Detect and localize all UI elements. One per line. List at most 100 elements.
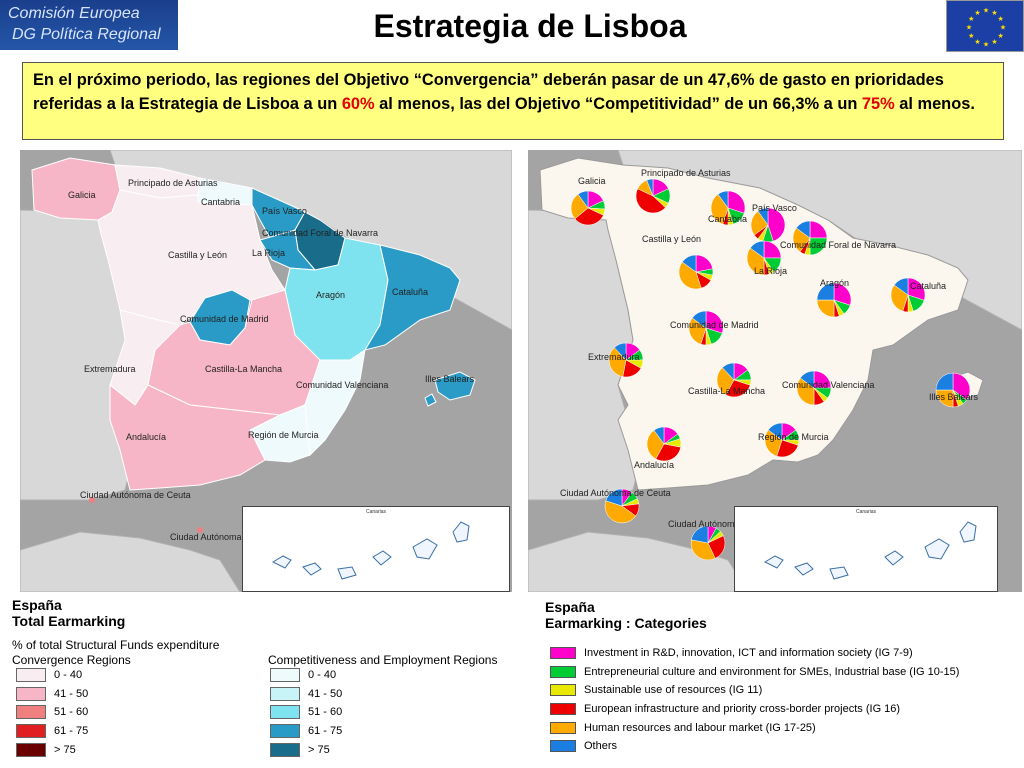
legend-item: 41 - 50 <box>16 685 88 704</box>
region-melilla-dot[interactable] <box>197 527 203 533</box>
legend-swatch <box>16 686 46 701</box>
pie-slice-rd <box>952 372 971 401</box>
category-swatch <box>550 703 576 716</box>
pie-slice-human <box>604 500 637 524</box>
eu-star-icon: ★ <box>968 15 974 23</box>
pie-slice-others <box>691 525 709 544</box>
region-pie[interactable] <box>750 207 786 243</box>
legend-item: 41 - 50 <box>270 685 342 704</box>
eu-star-icon: ★ <box>1000 24 1006 32</box>
pie-slice-others <box>767 422 783 441</box>
pie-slice-human <box>710 193 729 225</box>
category-swatch <box>550 665 576 678</box>
region-pie[interactable] <box>604 488 640 524</box>
category-swatch <box>550 684 576 697</box>
legend-left-title: España Total Earmarking <box>12 597 126 629</box>
canarias-islands-right <box>763 521 977 580</box>
legend-range-label: 0 - 40 <box>308 669 337 682</box>
pie-slice-human <box>690 539 716 561</box>
eu-star-icon: ★ <box>983 41 989 49</box>
eu-star-icon: ★ <box>983 7 989 15</box>
region-castilla-leon[interactable] <box>97 189 286 326</box>
pie-label: La Rioja <box>754 266 787 276</box>
category-item-human: Human resources and labour market (IG 17… <box>550 718 959 737</box>
legend-range-label: 41 - 50 <box>308 687 343 700</box>
eu-star-icon: ★ <box>998 32 1004 40</box>
region-pie[interactable] <box>678 254 714 290</box>
category-label: Investment in R&D, innovation, ICT and i… <box>584 647 913 660</box>
eu-star-icon: ★ <box>974 9 980 17</box>
category-label: European infrastructure and priority cro… <box>584 703 901 716</box>
pie-slice-human <box>646 429 665 460</box>
region-pie[interactable] <box>764 422 800 458</box>
pie-slice-others <box>749 240 765 259</box>
legend-item: 61 - 75 <box>270 722 342 741</box>
eu-star-icon: ★ <box>966 24 972 32</box>
legend-left-subtitle: % of total Structural Funds expenditure <box>12 638 220 652</box>
region-pie[interactable] <box>796 370 832 406</box>
region-pie[interactable] <box>688 310 724 346</box>
pie-slice-others <box>681 254 697 273</box>
pie-slice-human <box>890 284 909 312</box>
region-galicia[interactable] <box>31 157 121 221</box>
pie-label: Aragón <box>820 278 849 288</box>
region-pie[interactable] <box>646 426 682 462</box>
legend-swatch <box>270 742 300 757</box>
region-pie[interactable] <box>890 277 926 313</box>
pie-label: Illes Balears <box>929 392 979 402</box>
pie-slice-human <box>608 347 627 377</box>
legend-item: > 75 <box>16 740 88 759</box>
legend-swatch <box>16 724 46 739</box>
region-pie[interactable] <box>792 220 828 256</box>
region-andalucia[interactable] <box>109 383 282 491</box>
region-pie[interactable] <box>690 525 726 561</box>
legend-range-label: > 75 <box>308 743 330 756</box>
canarias-inset-label: Canarias <box>365 509 386 515</box>
category-item-others: Others <box>550 737 959 756</box>
legend-range-label: 51 - 60 <box>54 706 89 719</box>
region-pie[interactable] <box>746 240 782 276</box>
pie-slice-others <box>757 207 769 226</box>
category-swatch <box>550 740 576 753</box>
region-pie[interactable] <box>935 372 971 408</box>
pie-label: Región de Murcia <box>758 432 829 442</box>
region-ceuta-dot[interactable] <box>89 497 95 503</box>
note-box: En el próximo periodo, las regiones del … <box>22 62 1004 140</box>
region-pie[interactable] <box>570 190 606 226</box>
pie-slice-others <box>646 178 654 197</box>
label-madrid: Comunidad de Madrid <box>180 314 269 324</box>
region-pie[interactable] <box>635 178 671 214</box>
region-pie[interactable] <box>816 282 852 318</box>
pie-label: Comunidad de Madrid <box>670 320 759 330</box>
pie-slice-rd <box>705 310 724 334</box>
label-cantabria: Cantabria <box>201 197 240 207</box>
pie-label: Comunidad Valenciana <box>782 380 874 390</box>
legend-range-label: 61 - 75 <box>54 725 89 738</box>
region-pie[interactable] <box>716 362 752 398</box>
label-castilla-leon: Castilla y León <box>168 250 227 260</box>
eu-star-icon: ★ <box>968 32 974 40</box>
category-label: Others <box>584 740 618 753</box>
region-cataluna[interactable] <box>363 244 461 351</box>
legend-range-label: 0 - 40 <box>54 669 83 682</box>
legend-swatch <box>270 705 300 720</box>
region-pie[interactable] <box>608 342 644 378</box>
pie-slice-others <box>691 310 707 329</box>
note-highlight-1: 60% <box>341 95 375 113</box>
earmarking-pie-map: Galicia Principado de Asturias Cantabria Pa… <box>528 150 1022 592</box>
legend-swatch <box>270 668 300 683</box>
convergence-title: Convergence Regions <box>12 653 131 667</box>
legend-item: 61 - 75 <box>16 722 88 741</box>
region-baleares[interactable] <box>424 371 476 407</box>
org-logo: Comisión Europea DG Política Regional <box>0 0 178 50</box>
label-melilla: Ciudad Autónoma de Melilla <box>170 532 282 542</box>
pie-slice-human <box>796 377 815 406</box>
legend-swatch <box>270 686 300 701</box>
convergence-legend: 0 - 40 41 - 50 51 - 60 61 - 75 > 75 <box>16 666 88 759</box>
legend-range-label: 61 - 75 <box>308 725 343 738</box>
region-pie[interactable] <box>710 190 746 226</box>
competitiveness-legend: 0 - 40 41 - 50 51 - 60 61 - 75 > 75 <box>270 666 342 759</box>
label-cataluna: Cataluña <box>392 287 428 297</box>
label-baleares: Illes Balears <box>425 374 475 384</box>
label-ceuta: Ciudad Autónoma de Ceuta <box>80 490 191 500</box>
